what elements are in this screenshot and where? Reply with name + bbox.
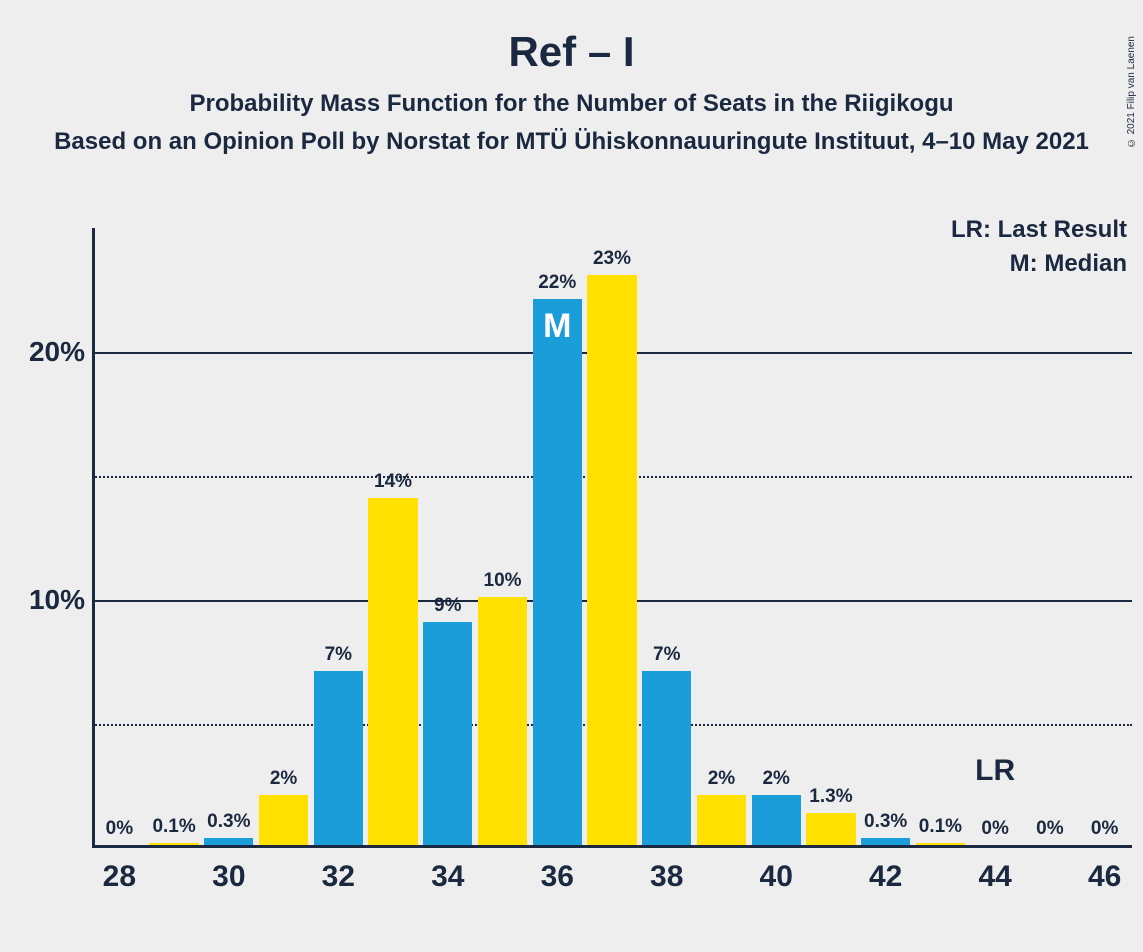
x-axis-labels: 28 30 32 34 36 38 40 42 44 46	[92, 860, 1132, 910]
bar-value-label: 1.3%	[809, 786, 852, 808]
bar	[314, 671, 363, 845]
bar-value-label: 14%	[374, 471, 412, 493]
bar	[368, 498, 417, 845]
x-tick-label: 46	[1088, 860, 1121, 894]
bar-value-label: 0.1%	[152, 816, 195, 838]
bar-value-label: 2%	[708, 768, 735, 790]
bar-value-label: 10%	[484, 570, 522, 592]
bar-value-label: 7%	[325, 644, 352, 666]
bar	[423, 622, 472, 845]
bar-value-label: 2%	[762, 768, 789, 790]
bar-value-label: 7%	[653, 644, 680, 666]
x-axis	[92, 845, 1132, 848]
bar	[478, 597, 527, 845]
bar	[533, 299, 582, 845]
y-tick-label: 10%	[29, 584, 85, 616]
bar-value-label: 22%	[538, 272, 576, 294]
x-tick-label: 34	[431, 860, 464, 894]
bar	[752, 795, 801, 845]
bar	[642, 671, 691, 845]
bar	[916, 843, 965, 845]
y-tick-label: 20%	[29, 336, 85, 368]
bar-value-label: 0.1%	[919, 816, 962, 838]
bar-value-label: 2%	[270, 768, 297, 790]
lr-marker: LR	[975, 754, 1015, 788]
chart-subtitle-1: Probability Mass Function for the Number…	[0, 90, 1143, 118]
x-tick-label: 44	[978, 860, 1011, 894]
bar-value-label: 0.3%	[207, 811, 250, 833]
bar-value-label: 9%	[434, 595, 461, 617]
bar	[204, 838, 253, 845]
bar-value-label: 0%	[981, 818, 1008, 840]
bar	[259, 795, 308, 845]
bar-value-label: 0%	[106, 818, 133, 840]
bar	[149, 843, 198, 845]
copyright-text: © 2021 Filip van Laenen	[1126, 36, 1137, 148]
bar-value-label: 0%	[1036, 818, 1063, 840]
x-tick-label: 30	[212, 860, 245, 894]
bar	[861, 838, 910, 845]
x-tick-label: 42	[869, 860, 902, 894]
x-tick-label: 36	[541, 860, 574, 894]
bar	[806, 813, 855, 845]
chart-plot-area: 0% 0.1% 0.3% 2% 7% 14% 9% 10% 22% M 23% 7% 2% 2% 1.3% 0…	[92, 228, 1132, 848]
bar-value-label: 0%	[1091, 818, 1118, 840]
bar-value-label: 23%	[593, 248, 631, 270]
bar	[587, 275, 636, 845]
x-tick-label: 40	[760, 860, 793, 894]
y-axis	[92, 228, 95, 848]
x-tick-label: 38	[650, 860, 683, 894]
bar	[697, 795, 746, 845]
x-tick-label: 32	[322, 860, 355, 894]
chart-title: Ref – I	[0, 28, 1143, 76]
x-tick-label: 28	[103, 860, 136, 894]
bar-value-label: 0.3%	[864, 811, 907, 833]
chart-subtitle-2: Based on an Opinion Poll by Norstat for …	[0, 128, 1143, 156]
median-marker: M	[543, 307, 571, 346]
